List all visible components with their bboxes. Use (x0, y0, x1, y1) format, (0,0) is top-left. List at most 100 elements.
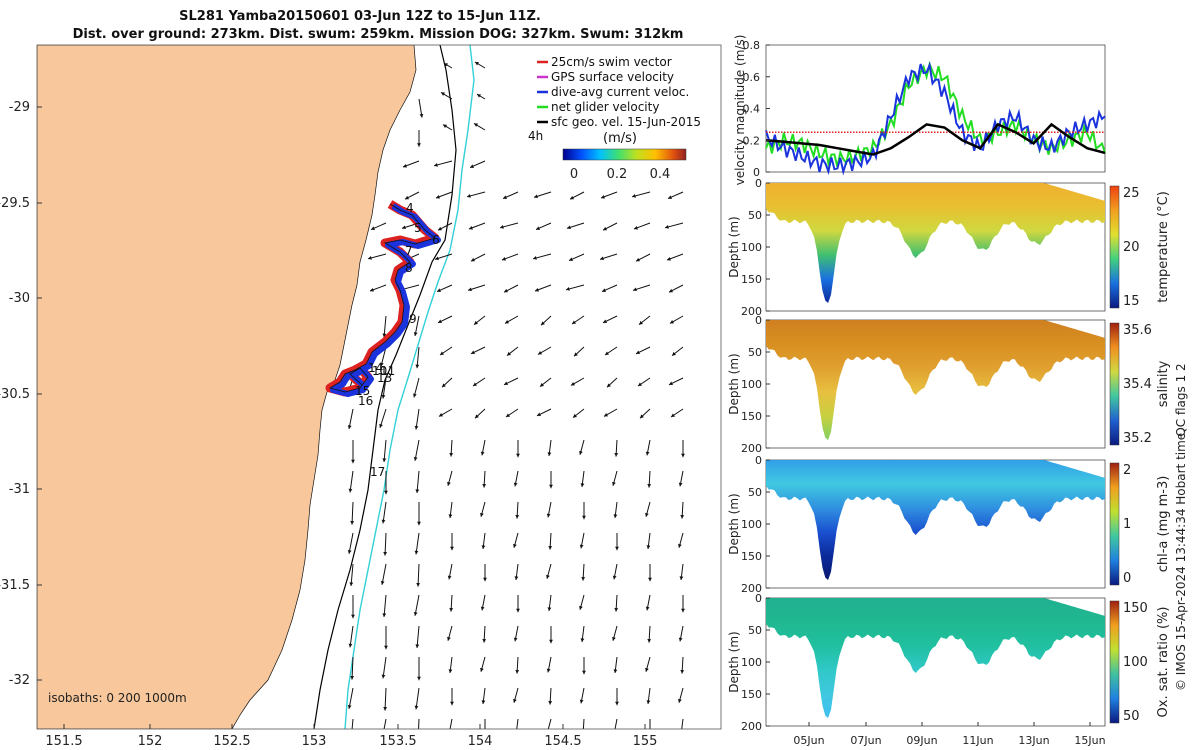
vector-arrowhead (349, 582, 354, 586)
track-day-label: 13 (377, 371, 392, 385)
vector-arrowhead (447, 636, 451, 641)
vector-arrowhead (566, 287, 570, 291)
lat-tick-label: -29.5 (0, 196, 30, 211)
velocity-series (765, 60, 1106, 176)
vector-arrow (384, 687, 387, 711)
vector-arrow (416, 346, 420, 369)
vector-arrow (547, 718, 552, 729)
vector-arrowhead (533, 256, 537, 260)
vector-arrowhead (350, 521, 355, 525)
vector-arrowhead (681, 608, 685, 613)
vector-arrow (416, 470, 420, 494)
vector-arrowhead (679, 576, 684, 580)
vector-arrowhead (450, 701, 454, 706)
section-colorbar-tick: 15 (1123, 294, 1140, 309)
section-colorbar-tick: 35.2 (1123, 431, 1152, 446)
vector-arrow (383, 594, 387, 618)
vector-arrowhead (670, 319, 674, 324)
vector-arrowhead (646, 545, 651, 549)
vector-arrow (416, 625, 420, 649)
figure-title-line1: SL281 Yamba20150601 03-Jun 12Z to 15-Jun… (179, 9, 541, 24)
vector-arrowhead (413, 456, 418, 461)
vector-arrowhead (638, 382, 642, 386)
section-colorbar-tick: 50 (1123, 709, 1140, 724)
vector-arrowhead (634, 225, 638, 230)
vector-arrowhead (613, 669, 618, 673)
vector-arrow (414, 594, 420, 616)
lon-tick-label: 152 (138, 734, 163, 749)
colorbar-tick-label: 0 (570, 167, 578, 182)
qc-flags-text: QC flags 1 2 (1174, 363, 1188, 436)
depth-ytick-label: 100 (741, 241, 762, 254)
vector-arrowhead (481, 700, 486, 704)
colorbar-tick-label: 0.2 (607, 167, 628, 182)
vector-arrowhead (645, 451, 650, 456)
depth-ytick-label: 0 (755, 592, 762, 605)
vector-arrowhead (632, 194, 636, 198)
vector-arrowhead (504, 381, 508, 385)
vector-arrowhead (671, 413, 675, 417)
section-colorbar (1109, 462, 1120, 586)
vector-arrowhead (540, 382, 544, 387)
vector-arrowhead (515, 731, 519, 735)
vector-arrowhead (516, 608, 520, 613)
depth-ylabel: Depth (m) (727, 631, 741, 692)
vector-arrowhead (603, 319, 607, 323)
vector-arrowhead (648, 577, 652, 582)
vector-arrowhead (678, 637, 683, 642)
vector-arrowhead (502, 256, 506, 261)
section-colorbar-label: Ox. sat. ratio (%) (1156, 607, 1171, 718)
vector-arrowhead (351, 614, 355, 619)
vector-arrowhead (444, 63, 448, 67)
vector-arrowhead (402, 225, 406, 230)
vector-arrowhead (614, 607, 619, 612)
track-day-label: 15 (355, 384, 370, 398)
vector-arrow (382, 501, 387, 524)
colorbar-tick-label: 0.4 (650, 167, 671, 182)
vector-arrowhead (665, 225, 669, 229)
section-colorbar (1109, 322, 1120, 446)
vector-arrowhead (615, 546, 619, 551)
lon-tick-label: 154 (468, 734, 493, 749)
depth-ytick-label: 100 (741, 378, 762, 391)
vector-arrowhead (615, 701, 619, 706)
vector-arrowhead (350, 676, 355, 680)
vector-arrowhead (483, 577, 487, 582)
vector-arrowhead (570, 195, 574, 200)
isobaths-note: isobaths: 0 200 1000m (48, 691, 187, 705)
vector-arrowhead (414, 705, 419, 710)
vector-arrowhead (669, 288, 673, 293)
vector-arrow (383, 439, 387, 463)
velocity-series-line (765, 122, 1106, 156)
vector-arrowhead (414, 550, 419, 555)
vector-arrowhead (515, 669, 520, 674)
vector-arrow (681, 718, 684, 729)
vector-arrowhead (503, 195, 507, 199)
legend-label: sfc geo. vel. 15-Jun-2015 (551, 115, 701, 129)
vector-arrowhead (515, 514, 520, 519)
vector-arrowhead (440, 351, 444, 355)
depth-ytick-label: 200 (741, 720, 762, 733)
vector-arrowhead (504, 288, 508, 293)
vector-arrowhead (381, 394, 386, 399)
copyright-text: © IMOS 15-Apr-2024 13:44:34 Hobart time. (1174, 429, 1188, 691)
track-day-label: 17 (370, 465, 385, 479)
section-colorbar-tick: 0 (1123, 571, 1131, 586)
vector-arrow (350, 563, 354, 587)
lon-tick-label: 153 (302, 734, 327, 749)
vector-arrowhead (581, 732, 585, 736)
vector-arrowhead (574, 352, 578, 357)
vector-arrowhead (613, 731, 617, 735)
vector-arrowhead (680, 731, 684, 735)
speed-colorbar (562, 148, 687, 161)
legend-label: dive-avg current veloc. (551, 85, 689, 99)
vector-arrowhead (415, 364, 420, 369)
vector-arrowhead (415, 489, 420, 493)
vector-arrowhead (349, 737, 353, 741)
vector-arrow (351, 501, 354, 525)
track-day-label: 14 (368, 361, 383, 375)
vector-arrowhead (473, 382, 477, 386)
vector-arrowhead (482, 638, 487, 643)
